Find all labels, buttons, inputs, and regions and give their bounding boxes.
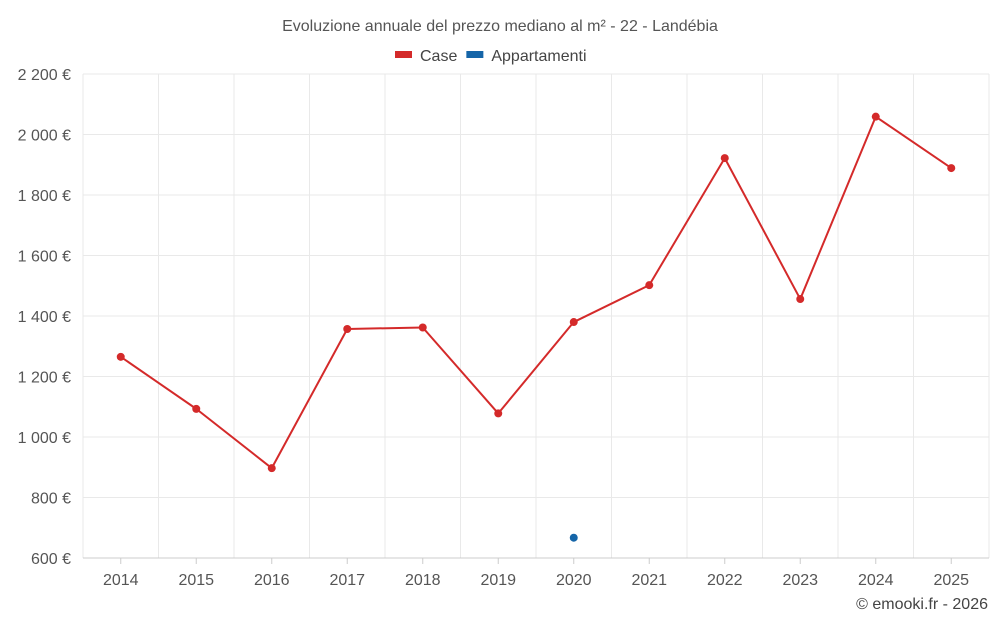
- data-point-case[interactable]: [192, 404, 201, 413]
- y-tick-label: 600 €: [31, 551, 71, 568]
- legend-swatch: [466, 51, 484, 58]
- data-point-case[interactable]: [796, 295, 805, 304]
- credit-text: © emooki.fr - 2026: [856, 596, 988, 613]
- plot-area: [116, 112, 956, 542]
- x-tick-label: 2017: [329, 572, 365, 589]
- chart-title: Evoluzione annuale del prezzo mediano al…: [282, 18, 718, 35]
- data-point-case[interactable]: [645, 281, 654, 290]
- data-point-case[interactable]: [343, 325, 352, 334]
- x-tick-label: 2022: [707, 572, 743, 589]
- x-tick-label: 2014: [103, 572, 139, 589]
- y-tick-label: 800 €: [31, 491, 71, 508]
- y-axis: 600 € 800 € 1 000 € 1 200 € 1 400 € 1 600 € 1 …: [18, 67, 71, 568]
- x-tick-label: 2020: [556, 572, 592, 589]
- y-tick-label: 2 000 €: [18, 128, 71, 145]
- y-tick-label: 1 600 €: [18, 249, 71, 266]
- y-tick-label: 1 200 €: [18, 370, 71, 387]
- data-point-case[interactable]: [871, 112, 880, 121]
- data-point-case[interactable]: [418, 323, 427, 332]
- x-tick-label: 2023: [782, 572, 818, 589]
- legend-item-appartamenti[interactable]: Appartamenti: [466, 48, 587, 65]
- y-tick-label: 1 800 €: [18, 188, 71, 205]
- series-line-case: [120, 115, 952, 470]
- x-tick-label: 2018: [405, 572, 441, 589]
- x-tick-label: 2021: [631, 572, 667, 589]
- legend-item-case[interactable]: Case: [395, 48, 457, 65]
- data-point-case[interactable]: [720, 154, 729, 163]
- legend-label: Case: [420, 48, 457, 65]
- grid: [82, 73, 990, 559]
- x-tick-label: 2016: [254, 572, 290, 589]
- x-tick-label: 2015: [178, 572, 214, 589]
- data-point-case[interactable]: [494, 409, 503, 418]
- data-point-case[interactable]: [569, 318, 578, 327]
- x-tick-label: 2024: [858, 572, 894, 589]
- legend-label: Appartamenti: [491, 48, 586, 65]
- legend-swatch: [395, 51, 412, 58]
- data-point-case[interactable]: [116, 352, 125, 361]
- data-point-case[interactable]: [267, 464, 276, 473]
- y-tick-label: 2 200 €: [18, 67, 71, 84]
- data-point-appartamenti[interactable]: [569, 533, 578, 542]
- data-point-case[interactable]: [947, 164, 956, 173]
- y-tick-label: 1 000 €: [18, 430, 71, 447]
- x-axis: 2014 2015 2016 2017 2018 2019 2020 2021 2022 2023…: [103, 558, 969, 589]
- y-tick-label: 1 400 €: [18, 309, 71, 326]
- x-tick-label: 2019: [480, 572, 516, 589]
- x-tick-label: 2025: [933, 572, 969, 589]
- legend: Case Appartamenti: [395, 48, 587, 65]
